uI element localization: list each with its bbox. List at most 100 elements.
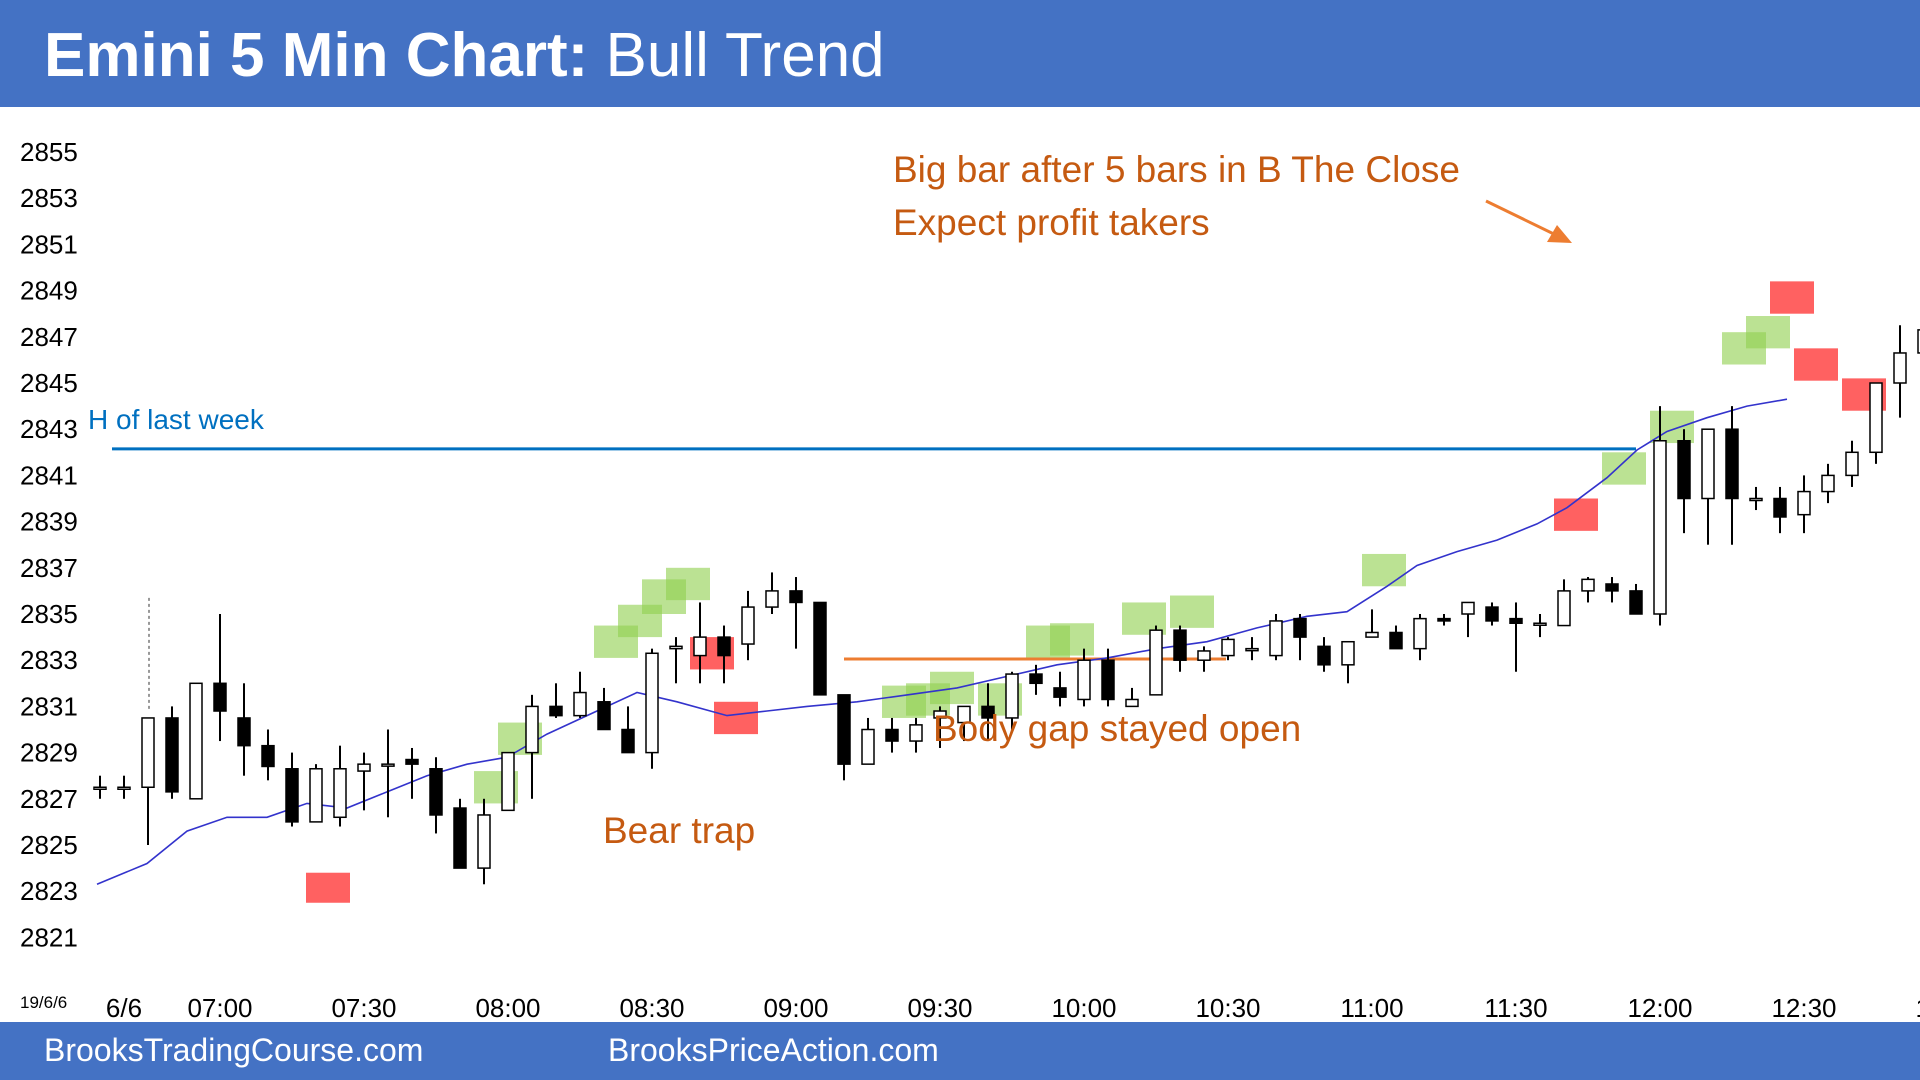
candle-body — [957, 705, 971, 724]
candle-body — [573, 691, 587, 717]
x-tick-label: 07:30 — [331, 993, 396, 1022]
candle-body — [1557, 590, 1571, 627]
y-tick-label: 2831 — [20, 691, 78, 721]
x-tick-label: 09:00 — [763, 993, 828, 1022]
arrow-line — [1485, 199, 1561, 239]
candle-body — [429, 768, 443, 816]
candle-body — [1053, 687, 1067, 698]
candle-body — [117, 786, 131, 790]
candle-body — [885, 728, 899, 742]
candle-body — [741, 606, 755, 645]
candle-body — [1293, 617, 1307, 638]
candle-body — [93, 786, 107, 790]
candle-body — [1869, 382, 1883, 454]
candle-body — [405, 758, 419, 765]
candle-body — [1509, 617, 1523, 624]
footer-bar: BrooksTradingCourse.com BrooksPriceActio… — [0, 1022, 1920, 1080]
candle-body — [1773, 497, 1787, 518]
y-tick-label: 2835 — [20, 599, 78, 629]
bull-signal-box — [666, 567, 710, 601]
candle-body — [477, 814, 491, 869]
candle-body — [141, 717, 155, 789]
annotation-last-week-high: H of last week — [88, 404, 265, 435]
y-tick-label: 2841 — [20, 460, 78, 490]
candle-body — [1605, 583, 1619, 592]
candle-body — [1197, 650, 1211, 661]
bull-signal-box — [1170, 595, 1214, 628]
bear-signal-box — [1554, 498, 1598, 531]
annotation-bear-trap: Bear trap — [603, 810, 755, 851]
candle-body — [357, 763, 371, 772]
candle-body — [1005, 673, 1019, 719]
candle-body — [333, 768, 347, 819]
candle-body — [789, 590, 803, 604]
candle-body — [1461, 601, 1475, 615]
bull-signal-box — [1362, 553, 1406, 587]
candle-body — [1029, 673, 1043, 685]
candle-body — [813, 601, 827, 696]
y-tick-label: 2821 — [20, 922, 78, 952]
y-tick-label: 2829 — [20, 738, 78, 768]
candle-body — [1581, 578, 1595, 592]
candle-body — [261, 744, 275, 768]
footer-brooks-price-action[interactable]: BrooksPriceAction.com — [608, 1032, 939, 1068]
candle-body — [933, 710, 947, 719]
candle-body — [1245, 647, 1259, 652]
x-tick-label: 08:00 — [475, 993, 540, 1022]
chart-title: Emini 5 Min Chart: Bull Trend — [44, 20, 885, 91]
ema-line — [96, 398, 1788, 886]
candle-body — [501, 751, 515, 812]
candle-body — [1821, 474, 1835, 493]
y-tick-label: 2851 — [20, 229, 78, 259]
bear-signal-box — [306, 872, 350, 903]
x-tick-label: 12:30 — [1771, 993, 1836, 1022]
candle-body — [213, 682, 227, 712]
date-label: 19/6/6 — [20, 993, 67, 1012]
candle-body — [381, 763, 395, 767]
annotation-profit-takers: Expect profit takers — [893, 202, 1210, 243]
footer-brooks-trading-course[interactable]: BrooksTradingCourse.com — [44, 1032, 424, 1068]
candle-body — [645, 652, 659, 754]
x-tick-label: 07:00 — [187, 993, 252, 1022]
candle-body — [1893, 352, 1907, 384]
y-tick-label: 2839 — [20, 507, 78, 537]
candle-body — [237, 717, 251, 747]
candle-body — [597, 701, 611, 731]
y-tick-label: 2825 — [20, 830, 78, 860]
y-tick-label: 2845 — [20, 368, 78, 398]
candle-body — [1845, 451, 1859, 477]
candle-body — [1797, 490, 1811, 516]
candle-body — [165, 717, 179, 793]
bull-signal-box — [1746, 316, 1790, 349]
y-tick-label: 2823 — [20, 876, 78, 906]
candlestick-chart: 2855 2853 2851 2849 2847 2845 2843 2841 2839 2837… — [20, 137, 1920, 1022]
candle-body — [1749, 497, 1763, 502]
candle-body — [1221, 638, 1235, 657]
y-tick-label: 2827 — [20, 784, 78, 814]
title-bar: Emini 5 Min Chart: Bull Trend — [0, 0, 1920, 107]
x-tick-label: 13:00 — [1915, 993, 1920, 1022]
y-tick-label: 2849 — [20, 276, 78, 306]
candle-body — [621, 728, 635, 754]
x-tick-label: 12:00 — [1627, 993, 1692, 1022]
candle-body — [909, 724, 923, 742]
x-tick-label: 09:30 — [907, 993, 972, 1022]
x-tick-label: 10:30 — [1195, 993, 1260, 1022]
x-tick-label: 10:00 — [1051, 993, 1116, 1022]
title-subtitle: Bull Trend — [605, 21, 885, 90]
candle-body — [1125, 698, 1139, 708]
candle-body — [1629, 590, 1643, 615]
bear-signal-box — [1794, 348, 1838, 381]
candle-body — [1533, 622, 1547, 626]
bull-signal-box — [1122, 602, 1166, 635]
x-tick-label: 11:30 — [1484, 993, 1547, 1022]
candle-body — [861, 728, 875, 765]
annotation-big-bar: Big bar after 5 bars in B The Close — [893, 149, 1460, 190]
candle-body — [693, 636, 707, 657]
bull-signal-box — [1050, 623, 1094, 656]
candle-body — [1701, 428, 1715, 500]
x-tick-label: 11:00 — [1340, 993, 1403, 1022]
candle-body — [1485, 606, 1499, 622]
candle-body — [669, 645, 683, 650]
y-tick-label: 2837 — [20, 553, 78, 583]
